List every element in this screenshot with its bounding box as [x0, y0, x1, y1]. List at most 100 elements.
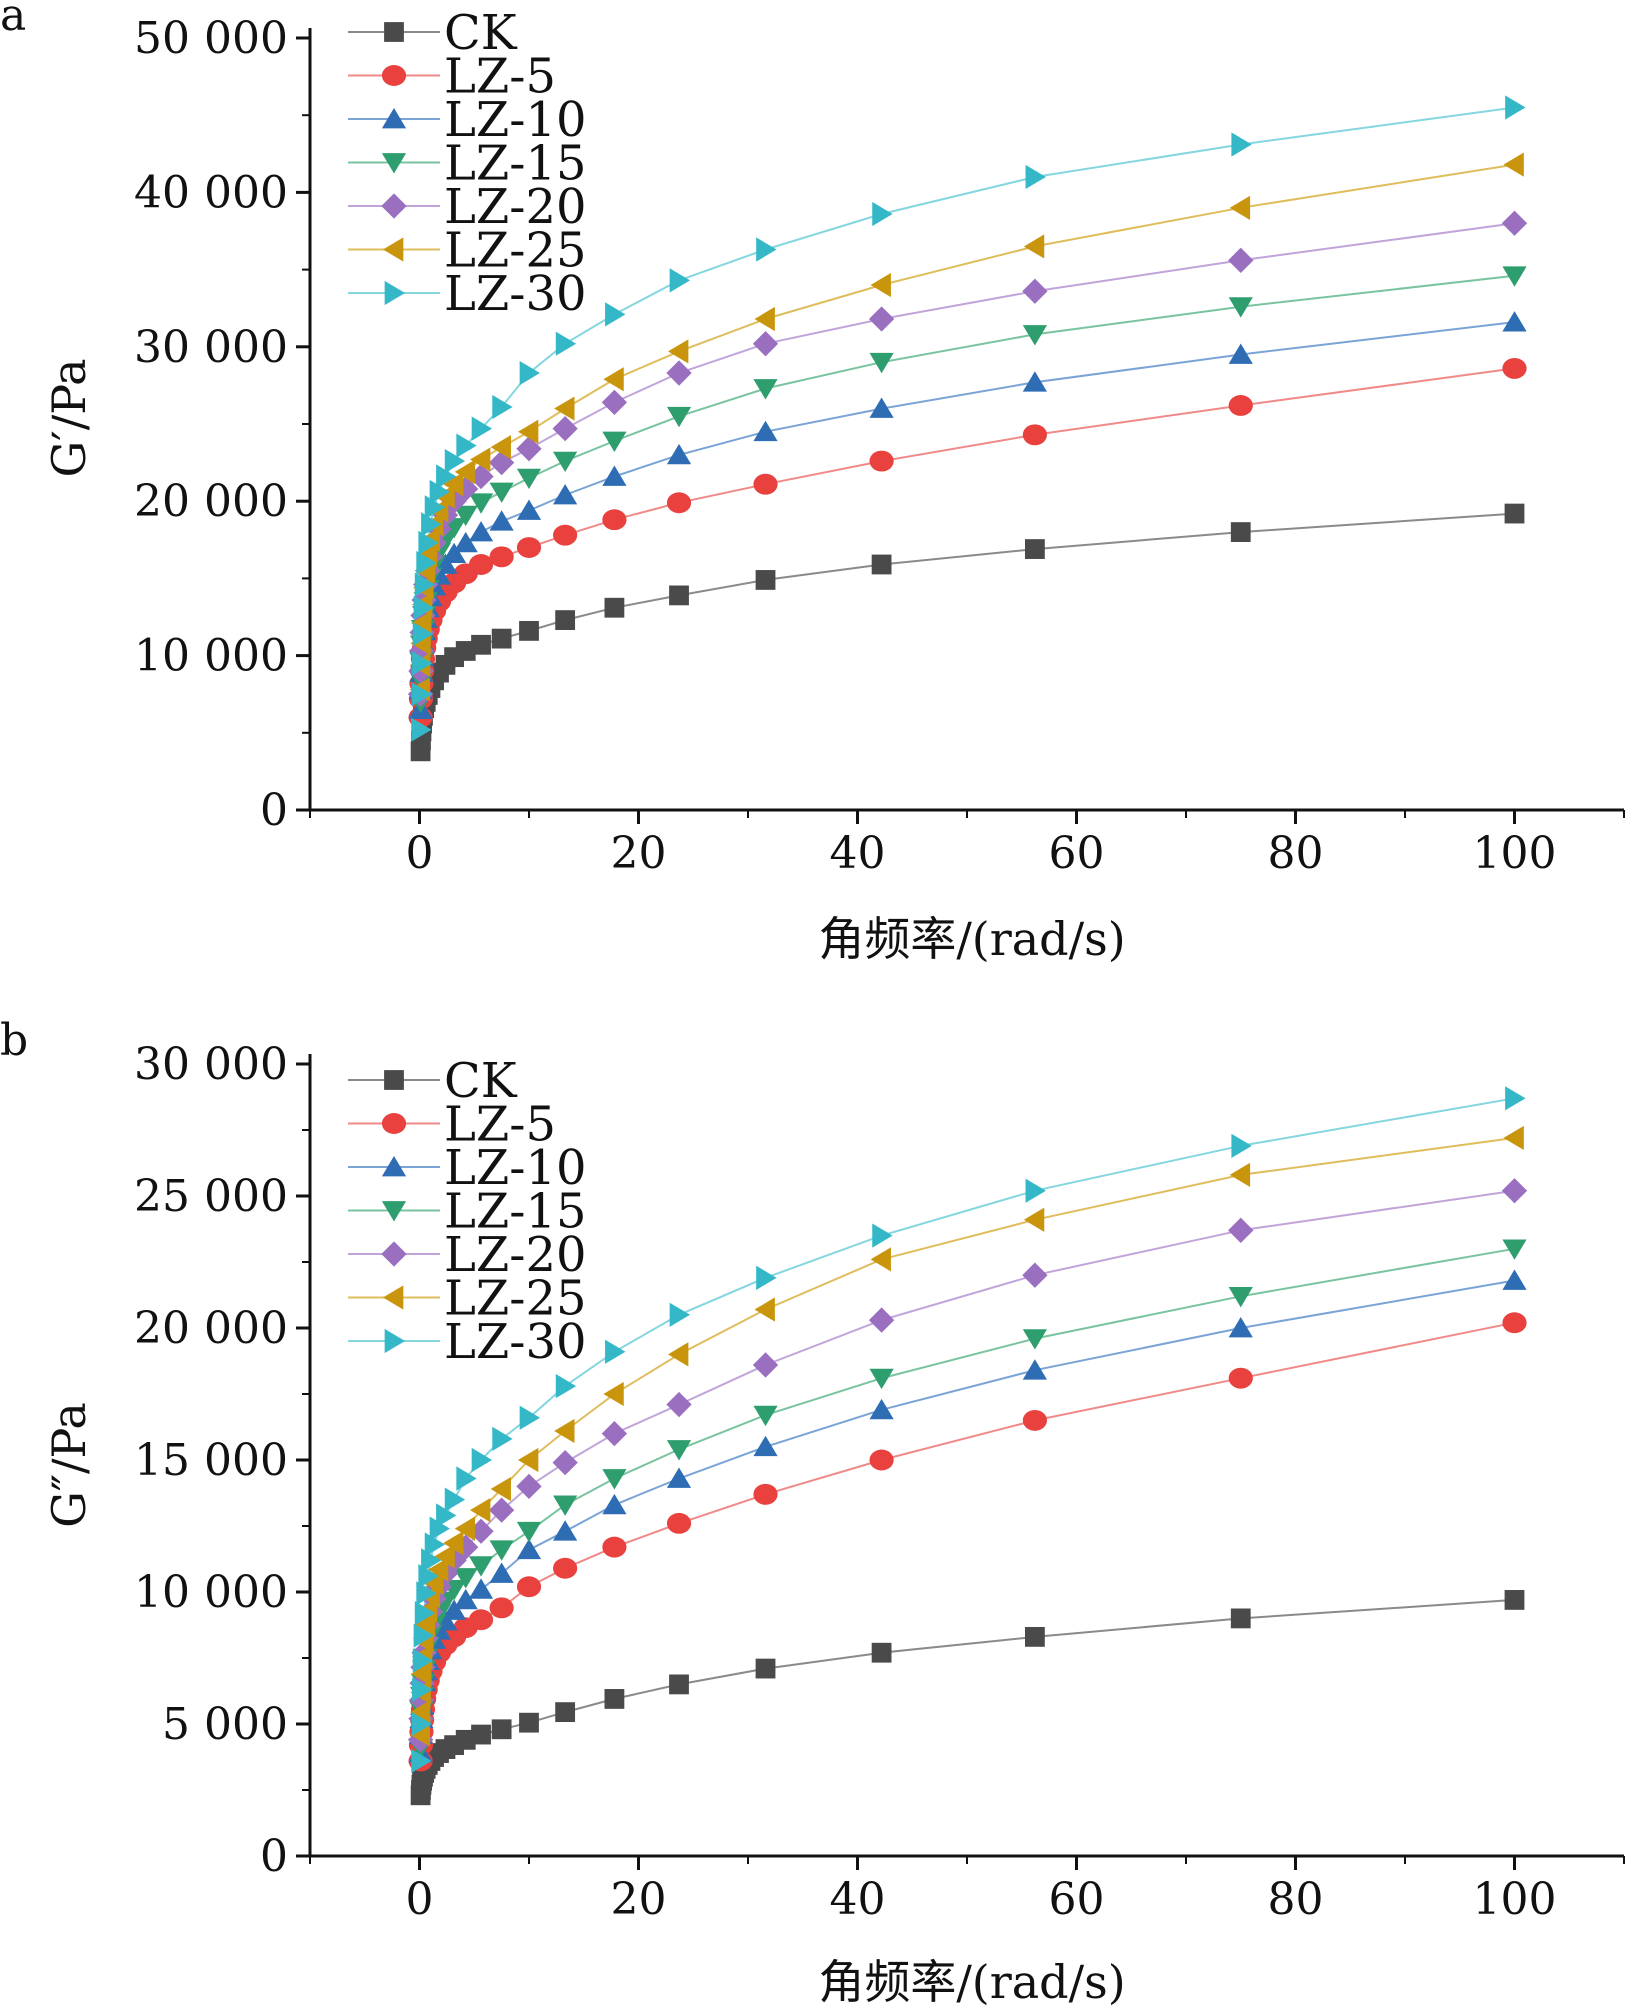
- panel-a-chart: a G′/Pa 角频率/(rad/s) 0 10 000 20 000 30 000 4…: [0, 0, 1625, 966]
- data-point-a-lz-20-18: [601, 389, 628, 416]
- data-point-b-lz-30-20: [756, 1265, 777, 1290]
- data-point-a-lz-15-13: [453, 505, 478, 527]
- data-point-a-lz-30-18: [605, 302, 626, 327]
- data-point-a-lz-20-24: [1501, 210, 1528, 236]
- legend-label-a-4: LZ-20: [444, 179, 587, 235]
- data-point-a-ck-18: [604, 597, 625, 618]
- data-point-a-lz-25-12: [443, 472, 464, 497]
- data-point-b-lz-30-11: [436, 1503, 457, 1528]
- data-point-b-lz-20-17: [552, 1449, 578, 1476]
- data-point-b-lz-30-5: [414, 1601, 436, 1626]
- data-point-a-lz-10-16: [516, 499, 542, 520]
- data-point-a-lz-30-12: [444, 448, 466, 474]
- legend-marker-b-3: [381, 1201, 407, 1222]
- data-point-b-lz-5-16: [516, 1576, 542, 1598]
- data-point-b-ck-16: [519, 1712, 539, 1733]
- data-point-a-lz-30-1: [411, 682, 432, 707]
- legend-label-b-6: LZ-30: [444, 1314, 587, 1370]
- legend-marker-b-1: [381, 1113, 407, 1134]
- data-point-a-ck-20: [755, 570, 776, 590]
- data-point-a-lz-15-18: [602, 431, 627, 452]
- legend-marker-a-3: [381, 153, 407, 174]
- data-point-b-lz-10-12: [442, 1599, 467, 1620]
- data-point-a-ck-17: [555, 610, 576, 630]
- data-point-b-lz-5-22: [1022, 1409, 1047, 1431]
- data-point-a-lz-15-23: [1228, 297, 1253, 318]
- data-point-b-lz-5-17: [553, 1557, 578, 1579]
- data-point-a-lz-15-20: [753, 379, 778, 400]
- data-point-a-lz-5-23: [1228, 395, 1253, 416]
- x-tick-label-b-3: 60: [1049, 1874, 1105, 1925]
- x-tick-label-a-2: 40: [830, 828, 886, 879]
- data-point-a-lz-5-22: [1022, 424, 1047, 446]
- data-point-a-lz-5-20: [753, 473, 778, 495]
- y-tick-label-b-6: 30 000: [134, 1039, 288, 1090]
- data-point-b-lz-5-23: [1228, 1367, 1253, 1389]
- data-point-a-lz-5-21: [869, 450, 894, 472]
- data-point-a-lz-10-12: [442, 542, 467, 564]
- data-point-a-lz-15-24: [1502, 266, 1527, 287]
- data-point-a-lz-30-2: [412, 651, 433, 676]
- data-point-b-lz-20-19: [666, 1391, 692, 1418]
- data-point-b-lz-15-19: [666, 1440, 692, 1461]
- legend-label-b-4: LZ-20: [444, 1227, 587, 1283]
- x-tick-label-a-4: 80: [1268, 828, 1324, 879]
- data-point-a-lz-25-24: [1503, 152, 1524, 177]
- data-point-b-lz-20-15: [488, 1497, 515, 1523]
- legend-label-a-2: LZ-10: [444, 92, 587, 148]
- data-point-a-lz-20-16: [516, 436, 542, 462]
- data-point-b-lz-25-20: [754, 1297, 775, 1322]
- legend-marker-a-5: [383, 237, 404, 262]
- data-point-b-lz-15-18: [602, 1469, 627, 1490]
- data-point-b-lz-25-3: [411, 1661, 432, 1686]
- data-point-b-lz-10-14: [468, 1578, 494, 1599]
- data-point-a-lz-5-14: [468, 554, 494, 575]
- data-point-a-lz-30-15: [492, 394, 513, 420]
- data-point-b-lz-30-23: [1231, 1133, 1252, 1158]
- data-point-b-lz-30-0: [411, 1748, 432, 1774]
- data-point-a-lz-10-15: [489, 510, 514, 531]
- data-point-b-ck-19: [669, 1674, 689, 1695]
- y-tick-label-a-0: 0: [260, 785, 288, 836]
- data-point-b-lz-20-23: [1228, 1217, 1254, 1243]
- data-point-a-lz-5-16: [516, 537, 542, 558]
- legend-marker-a-0: [384, 22, 404, 42]
- data-point-a-lz-25-17: [554, 396, 575, 421]
- legend-label-b-2: LZ-10: [444, 1140, 587, 1196]
- data-point-b-lz-25-17: [554, 1418, 575, 1444]
- data-point-b-ck-18: [604, 1689, 625, 1709]
- x-tick-label-a-0: 0: [406, 828, 434, 879]
- data-point-b-lz-25-1: [409, 1700, 431, 1725]
- data-point-b-lz-10-20: [753, 1435, 778, 1457]
- data-point-b-lz-20-16: [516, 1473, 542, 1500]
- data-point-a-lz-25-16: [518, 419, 539, 444]
- y-tick-label-a-5: 50 000: [134, 13, 288, 64]
- data-point-b-lz-10-23: [1228, 1317, 1253, 1338]
- legend-marker-a-2: [381, 108, 407, 129]
- x-tick-label-a-5: 100: [1473, 828, 1557, 879]
- series-line-b-ck: [419, 1598, 1515, 1796]
- data-point-a-ck-24: [1504, 503, 1525, 524]
- y-tick-label-a-3: 30 000: [134, 322, 288, 373]
- legend-marker-b-0: [384, 1070, 404, 1090]
- x-axis-title-a: 角频率/(rad/s): [818, 912, 1125, 966]
- data-point-b-lz-10-15: [489, 1562, 514, 1583]
- x-axis-title-b: 角频率/(rad/s): [818, 1955, 1125, 2009]
- data-point-b-lz-20-21: [868, 1307, 895, 1333]
- data-point-a-lz-30-10: [429, 479, 450, 505]
- data-point-a-lz-20-23: [1228, 247, 1254, 273]
- data-point-a-lz-10-24: [1502, 311, 1527, 332]
- data-point-a-lz-15-14: [468, 493, 494, 514]
- data-point-b-lz-20-22: [1022, 1262, 1048, 1288]
- y-tick-label-b-2: 10 000: [134, 1567, 288, 1618]
- data-point-b-lz-30-22: [1025, 1178, 1046, 1203]
- series-line-a-ck: [419, 512, 1515, 752]
- legend-label-a-0: CK: [444, 5, 518, 61]
- data-point-a-lz-30-14: [471, 416, 493, 441]
- y-tick-label-b-1: 5 000: [162, 1699, 288, 1750]
- data-point-b-lz-30-12: [444, 1487, 466, 1512]
- x-tick-label-b-4: 80: [1268, 1874, 1324, 1925]
- data-point-b-lz-30-21: [872, 1223, 893, 1248]
- data-point-b-ck-22: [1024, 1626, 1045, 1647]
